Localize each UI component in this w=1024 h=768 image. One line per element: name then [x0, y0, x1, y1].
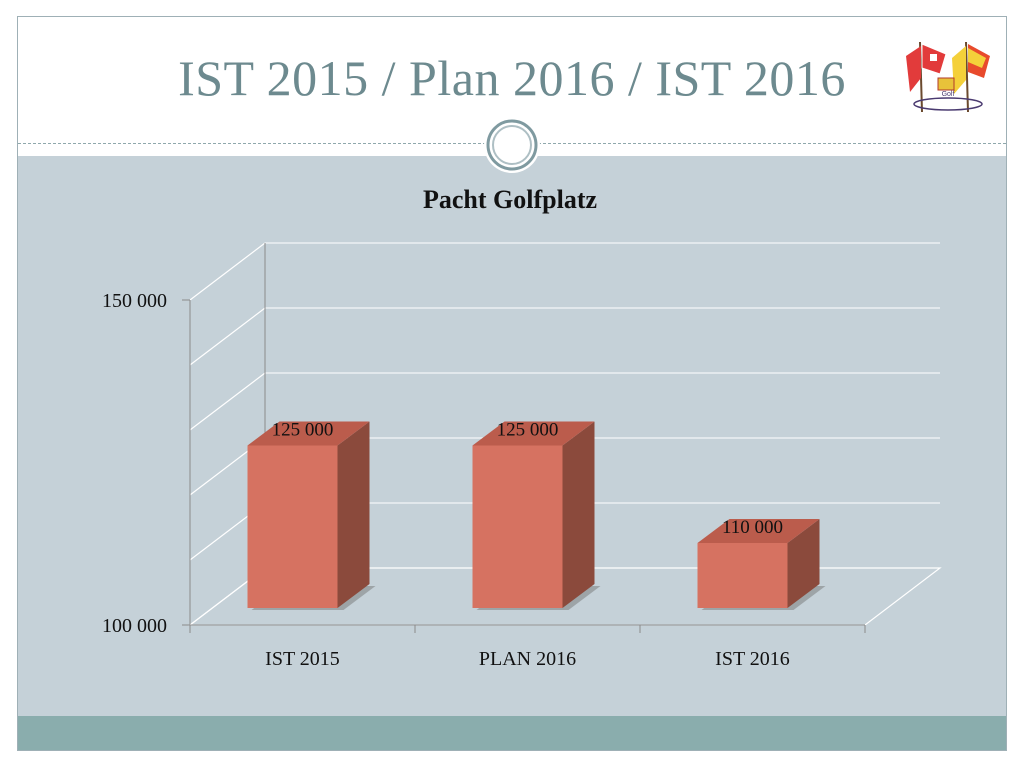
bar-top: [247, 421, 370, 446]
y-tick-label: 150 000: [102, 290, 167, 312]
data-label: 110 000: [722, 517, 783, 538]
x-tick-label: IST 2015: [265, 648, 340, 670]
data-label: 125 000: [272, 420, 334, 441]
y-tick-label: 100 000: [102, 615, 167, 637]
bar: [247, 445, 338, 608]
grid-diagonal: [189, 372, 266, 431]
grid-diagonal: [189, 242, 266, 301]
circle-ornament-icon: [484, 117, 540, 173]
data-label: 125 000: [497, 420, 559, 441]
chart-title: Pacht Golfplatz: [423, 185, 597, 214]
x-tick-label: IST 2016: [715, 648, 790, 670]
bar: [472, 445, 563, 608]
bar-side: [787, 519, 820, 608]
grid-diagonal: [189, 307, 266, 366]
bar-top: [472, 421, 595, 446]
bar-side: [337, 421, 370, 608]
slide-title: IST 2015 / Plan 2016 / IST 2016: [178, 50, 846, 106]
club-logo-icon: Golf: [906, 41, 990, 113]
bar-side: [562, 421, 595, 608]
bar-top: [697, 519, 820, 543]
x-tick-label: PLAN 2016: [479, 648, 576, 670]
logo-text: Golf: [942, 91, 955, 98]
bottom-band: [18, 716, 1006, 750]
bar: [697, 543, 788, 608]
